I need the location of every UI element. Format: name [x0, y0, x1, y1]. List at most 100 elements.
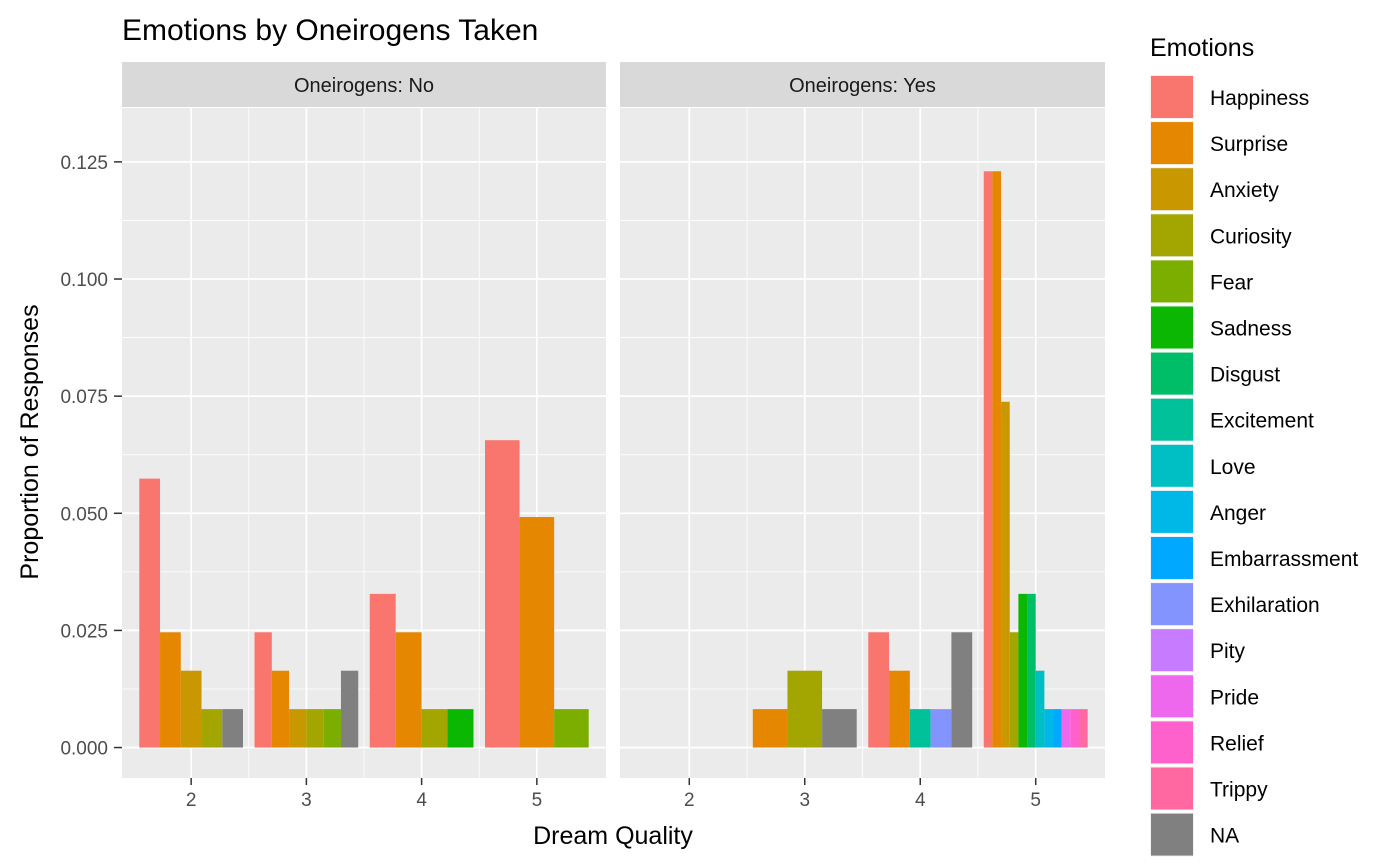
- facet-strip: [620, 62, 1105, 107]
- y-tick-label: 0.100: [60, 270, 108, 291]
- y-tick-label: 0.000: [60, 739, 108, 760]
- y-tick-label: 0.050: [60, 504, 108, 525]
- legend-label: Curiosity: [1210, 225, 1292, 248]
- legend: Happiness Surprise Anxiety Curiosity Fear Sad…: [1150, 75, 1358, 857]
- bar-surprise: [519, 517, 555, 748]
- bar-curiosity: [421, 709, 448, 748]
- legend-item: Disgust: [1150, 351, 1280, 396]
- bar-pride: [1061, 709, 1071, 748]
- bar-curiosity: [201, 709, 223, 748]
- legend-item: Fear: [1150, 259, 1253, 304]
- x-tick-label: 2: [684, 790, 695, 811]
- bar-surprise: [395, 632, 422, 748]
- legend-item: Exhilaration: [1150, 582, 1320, 627]
- x-axis-title: Dream Quality: [533, 822, 693, 850]
- facet-panels: Oneirogens: No 2 3 4 5 Oneirogens: Yes 2 3 4 5: [122, 62, 1105, 811]
- legend-item: Relief: [1150, 720, 1264, 765]
- y-tick-label: 0.025: [60, 621, 108, 642]
- bar-relief: [1070, 709, 1080, 748]
- legend-swatch: [1151, 813, 1193, 856]
- bar-na: [822, 709, 857, 748]
- bar-sadness: [1018, 593, 1028, 748]
- bar-love: [1035, 670, 1045, 748]
- legend-label: Embarrassment: [1210, 548, 1358, 571]
- x-tick-label: 2: [186, 790, 197, 811]
- legend-item: Pride: [1150, 674, 1259, 719]
- legend-swatch: [1151, 352, 1193, 395]
- facet-strip-label: Oneirogens: Yes: [789, 75, 936, 97]
- bar-embarrassment: [1053, 709, 1062, 748]
- bar-fear: [554, 709, 589, 748]
- bar-surprise: [160, 632, 181, 748]
- legend-label: Anxiety: [1210, 179, 1279, 202]
- legend-swatch: [1151, 260, 1193, 303]
- x-tick-label: 5: [1030, 790, 1041, 811]
- legend-label: Exhilaration: [1210, 594, 1320, 617]
- legend-swatch: [1151, 629, 1193, 672]
- bar-happiness: [868, 632, 890, 748]
- bar-curiosity: [306, 709, 324, 748]
- legend-label: Trippy: [1210, 779, 1268, 802]
- legend-item: Anger: [1150, 489, 1266, 534]
- legend-label: Pity: [1210, 640, 1246, 663]
- legend-swatch: [1151, 76, 1193, 118]
- bar-na: [340, 670, 359, 748]
- facet-strip: [122, 62, 606, 107]
- legend-label: Happiness: [1210, 87, 1309, 110]
- legend-swatch: [1151, 490, 1193, 533]
- y-tick-label: 0.075: [60, 387, 108, 408]
- bar-curiosity: [787, 670, 823, 748]
- legend-label: Love: [1210, 456, 1256, 479]
- y-axis: 0.000 0.025 0.050 0.075 0.100 0.125: [60, 153, 122, 760]
- bar-happiness: [369, 593, 396, 748]
- bar-na: [222, 709, 243, 748]
- legend-swatch: [1151, 767, 1193, 810]
- legend-swatch: [1151, 675, 1193, 718]
- legend-item: Anxiety: [1150, 167, 1279, 212]
- bar-na: [951, 632, 973, 748]
- legend-item: NA: [1150, 812, 1239, 857]
- legend-item: Happiness: [1150, 75, 1309, 119]
- x-tick-label: 4: [915, 790, 926, 811]
- legend-swatch: [1151, 444, 1193, 487]
- bar-fear: [323, 709, 341, 748]
- legend-swatch: [1151, 122, 1193, 165]
- bar-anxiety: [1001, 401, 1010, 748]
- legend-label: Surprise: [1210, 133, 1288, 156]
- bar-happiness: [139, 478, 161, 748]
- legend-swatch: [1151, 721, 1193, 764]
- legend-item: Love: [1150, 443, 1256, 488]
- bar-surprise: [889, 670, 910, 748]
- legend-swatch: [1151, 583, 1193, 626]
- bar-surprise: [752, 709, 788, 748]
- legend-swatch: [1151, 306, 1193, 349]
- legend-label: Anger: [1210, 502, 1266, 525]
- bar-trippy: [1079, 709, 1088, 748]
- bar-disgust: [1027, 593, 1036, 748]
- legend-item: Excitement: [1150, 397, 1314, 442]
- x-tick-label: 3: [301, 790, 312, 811]
- bar-anxiety: [180, 670, 202, 748]
- bar-sadness: [447, 709, 474, 748]
- facet-strip-label: Oneirogens: No: [294, 75, 434, 97]
- legend-item: Surprise: [1150, 121, 1288, 166]
- bar-surprise: [992, 171, 1002, 748]
- bar-anger: [1044, 709, 1054, 748]
- facet-panel: Oneirogens: No 2 3 4 5: [122, 62, 606, 811]
- legend-item: Embarrassment: [1150, 536, 1358, 580]
- legend-label: Pride: [1210, 686, 1259, 709]
- facet-panel: Oneirogens: Yes 2 3 4 5: [620, 62, 1105, 811]
- legend-item: Curiosity: [1150, 213, 1292, 258]
- bar-surprise: [271, 670, 290, 748]
- legend-item: Trippy: [1150, 766, 1268, 811]
- legend-swatch: [1151, 398, 1193, 441]
- y-tick-label: 0.125: [60, 153, 108, 174]
- legend-label: Excitement: [1210, 410, 1314, 433]
- legend-swatch: [1151, 214, 1193, 257]
- bar-anxiety: [289, 709, 307, 748]
- x-tick-label: 4: [416, 790, 427, 811]
- bar-happiness: [254, 632, 272, 748]
- legend-swatch: [1151, 168, 1193, 211]
- bar-excitement: [909, 709, 931, 748]
